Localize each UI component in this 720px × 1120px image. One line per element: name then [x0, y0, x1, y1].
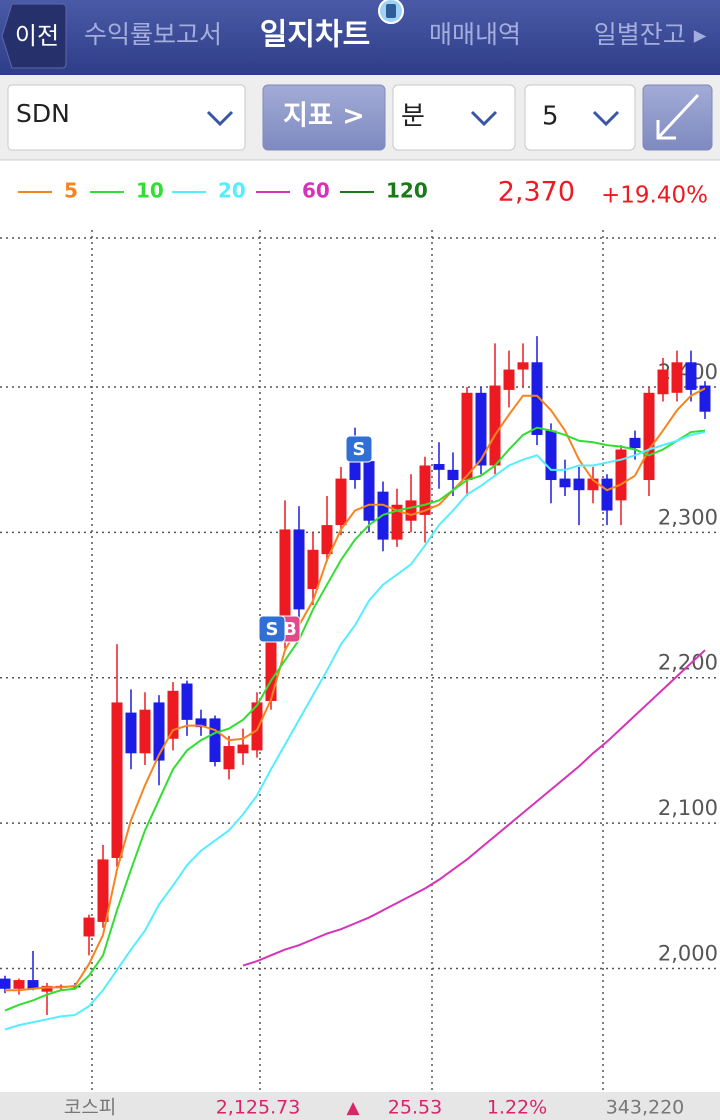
candle-body — [153, 702, 165, 761]
moving-average-line — [242, 649, 706, 967]
signal-label: B — [283, 619, 297, 640]
candle-body — [447, 469, 459, 481]
candle-body — [531, 362, 543, 435]
back-label[interactable]: 이전 — [15, 22, 59, 50]
candle-body — [0, 978, 11, 989]
candle-body — [517, 362, 529, 370]
y-tick-label: 2,300 — [658, 505, 718, 529]
candle-body — [223, 746, 235, 770]
y-tick-label: 2,000 — [658, 941, 718, 965]
signal-marker — [258, 615, 286, 643]
indicator-label[interactable]: 지표 > — [283, 101, 365, 132]
footer-percent: 1.22% — [487, 1097, 547, 1119]
legend-label: 60 — [302, 179, 330, 203]
symbol-select[interactable] — [7, 84, 246, 151]
interval-select[interactable] — [524, 84, 636, 151]
expand-icon — [656, 93, 700, 140]
candle-body — [111, 702, 123, 858]
badge-icon-inner — [386, 4, 396, 18]
candle-body — [475, 392, 487, 466]
interval[interactable]: 5 — [542, 102, 559, 132]
candle-body — [419, 465, 431, 515]
candle-body — [139, 709, 151, 754]
candle-body — [391, 504, 403, 540]
candle-body — [293, 529, 305, 610]
candle-body — [405, 500, 417, 521]
candle-body — [83, 917, 95, 937]
unit-select[interactable] — [392, 84, 516, 151]
candle-body — [97, 859, 109, 922]
candle-body — [629, 437, 641, 449]
candle-body — [363, 461, 375, 521]
candle-body — [41, 985, 53, 992]
unit[interactable]: 분 — [401, 102, 425, 132]
candle-body — [195, 718, 207, 728]
candle-body — [27, 980, 39, 989]
footer-index: 코스피 — [64, 1097, 116, 1119]
price-change: +19.40% — [601, 183, 708, 209]
current-price: 2,370 — [498, 177, 575, 208]
moving-average-line — [5, 387, 706, 992]
candle-body — [237, 744, 249, 754]
candle-body — [615, 449, 627, 501]
header-bar — [0, 0, 720, 75]
legend-label: 5 — [64, 179, 78, 203]
candle-body — [13, 980, 25, 989]
candle-body — [545, 430, 557, 481]
tab[interactable]: 매매내역 — [429, 20, 521, 49]
candle-body — [573, 478, 585, 491]
signal-label: S — [353, 439, 366, 460]
candle-body — [601, 478, 613, 511]
tab[interactable]: 수익률보고서 — [84, 20, 222, 49]
candle-body — [335, 478, 347, 526]
moving-average-line — [4, 426, 706, 1012]
candle-body — [461, 392, 473, 481]
tab-selected[interactable]: 일지차트 — [260, 18, 370, 53]
tab[interactable]: 일별잔고 ▸ — [594, 20, 707, 49]
footer-change: 25.53 — [388, 1097, 442, 1119]
candle-body — [181, 683, 193, 720]
footer-value: 2,125.73 — [216, 1097, 301, 1119]
chevron — [592, 110, 620, 127]
candle-body — [657, 369, 669, 395]
indicator-button[interactable] — [262, 84, 386, 151]
chevron — [470, 110, 498, 127]
candle-body — [685, 362, 697, 390]
candle-body — [251, 702, 263, 751]
y-tick-label: 2,200 — [658, 651, 718, 675]
candle-body — [265, 629, 277, 701]
symbol[interactable]: SDN — [16, 99, 70, 128]
candle-body — [489, 385, 501, 466]
footer-bar — [0, 1092, 720, 1120]
back-button[interactable] — [1, 3, 67, 69]
candle-body — [321, 525, 333, 555]
candle-body — [125, 712, 137, 754]
candle-body — [671, 362, 683, 393]
candle-body — [209, 718, 221, 763]
time-grid — [0, 230, 720, 1092]
signal-marker — [345, 435, 373, 463]
legend-label: 120 — [386, 179, 428, 203]
candle-body — [167, 690, 179, 739]
candle-body — [307, 549, 319, 590]
footer-volume: 343,220 — [606, 1097, 685, 1119]
footer-arrow: ▲ — [346, 1098, 360, 1118]
legend-label: 10 — [136, 179, 164, 203]
candle-body — [699, 385, 711, 412]
candle-body — [559, 478, 571, 488]
candle-body — [433, 464, 445, 470]
moving-average-line — [4, 431, 706, 1031]
signal-label: S — [266, 619, 279, 640]
candle-body — [587, 478, 599, 491]
candle-body — [349, 461, 361, 481]
candle-body — [279, 529, 291, 640]
y-tick-label: 2,100 — [658, 796, 718, 820]
legend-label: 20 — [218, 179, 246, 203]
chevron — [206, 110, 234, 127]
candle-body — [643, 392, 655, 481]
candle-body — [503, 369, 515, 390]
